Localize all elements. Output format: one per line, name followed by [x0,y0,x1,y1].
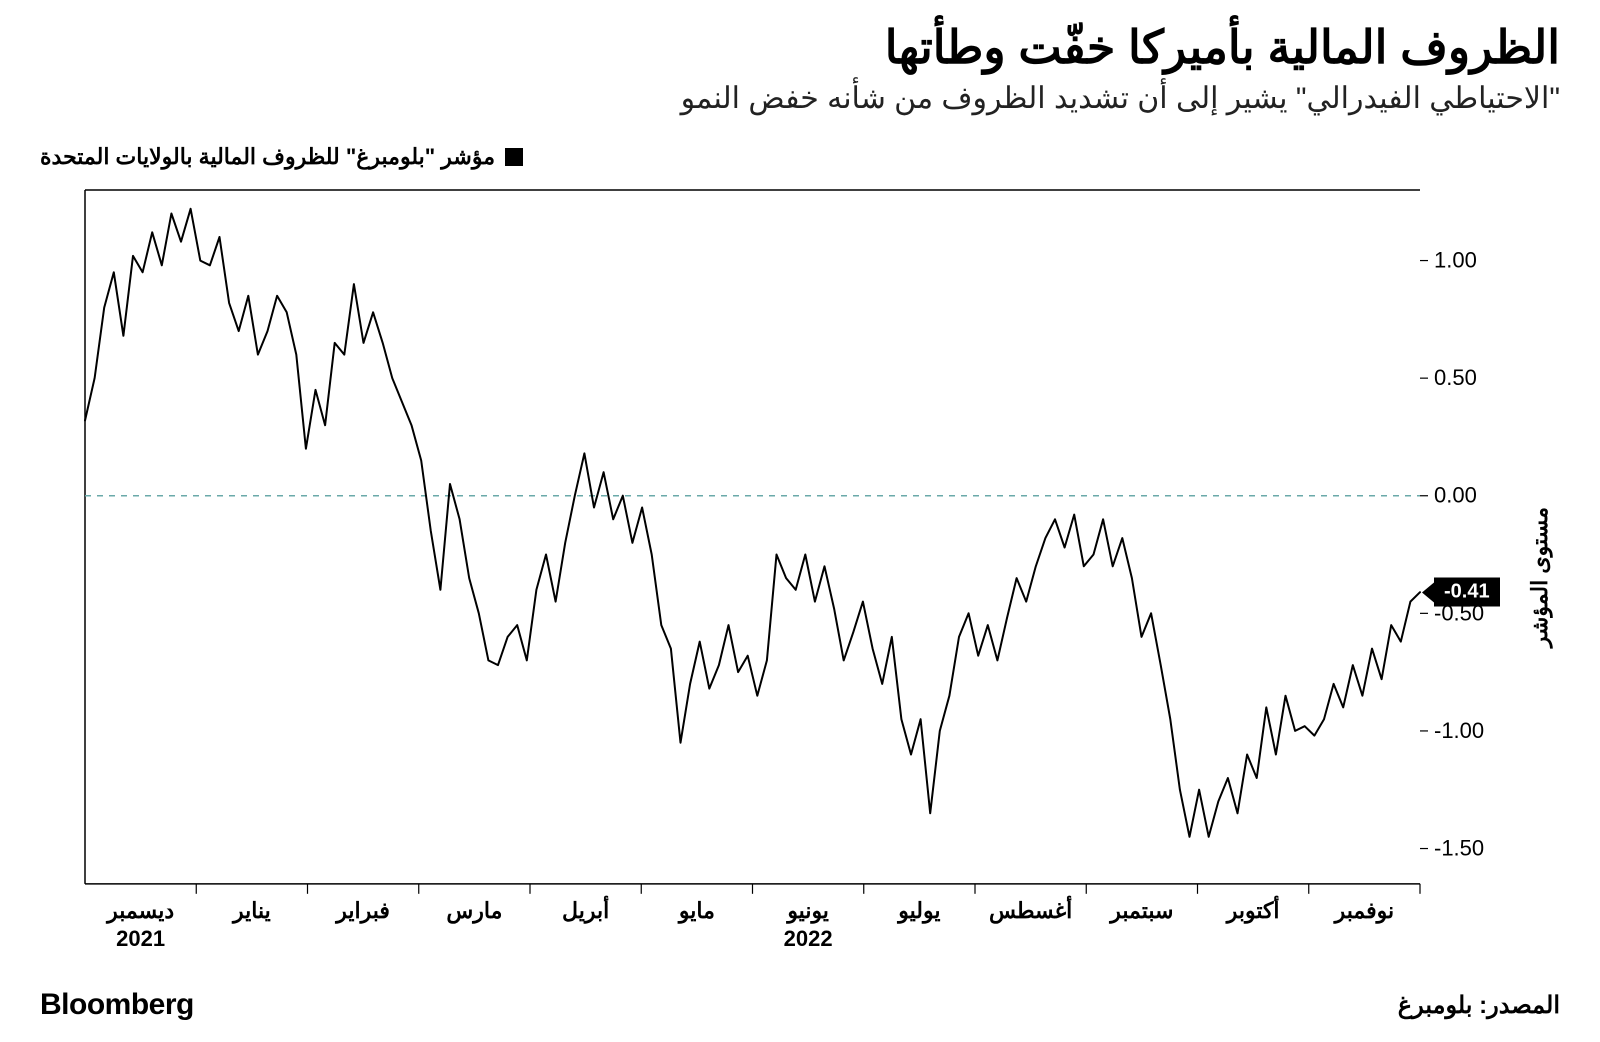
svg-text:-1.50: -1.50 [1434,836,1484,861]
svg-text:1.00: 1.00 [1434,248,1477,273]
svg-text:أبريل: أبريل [562,895,609,924]
legend-label: مؤشر "بلومبرغ" للظروف المالية بالولايات … [40,144,495,170]
yaxis-title-box: مستوى المؤشر [1520,180,1560,974]
svg-text:0.00: 0.00 [1434,483,1477,508]
brand-logo: Bloomberg [40,988,194,1022]
chart-title: الظروف المالية بأميركا خفّت وطأتها [40,20,1560,75]
svg-text:مارس: مارس [446,898,502,924]
svg-text:أغسطس: أغسطس [989,895,1072,924]
svg-text:ديسمبر: ديسمبر [105,898,174,924]
callout-value: -0.41 [1434,578,1500,607]
svg-text:2022: 2022 [784,926,833,951]
svg-text:يونيو: يونيو [785,898,829,924]
svg-text:أكتوبر: أكتوبر [1225,895,1280,924]
legend: مؤشر "بلومبرغ" للظروف المالية بالولايات … [40,144,1560,170]
svg-text:2021: 2021 [116,926,165,951]
svg-text:-1.00: -1.00 [1434,718,1484,743]
callout-arrow-icon [1422,582,1434,602]
svg-text:يوليو: يوليو [896,898,940,924]
svg-text:فبراير: فبراير [334,898,390,924]
legend-swatch [505,148,523,166]
svg-text:0.50: 0.50 [1434,365,1477,390]
svg-text:يناير: يناير [231,898,271,924]
chart-subtitle: "الاحتياطي الفيدرالي" يشير إلى أن تشديد … [40,81,1560,116]
chart-area: 1.000.500.00-0.50-1.00-1.50ديسمبر2021ينا… [40,180,1560,974]
svg-text:سبتمبر: سبتمبر [1108,898,1173,924]
svg-text:مايو: مايو [677,898,715,924]
line-chart-svg: 1.000.500.00-0.50-1.00-1.50ديسمبر2021ينا… [40,180,1560,974]
yaxis-title: مستوى المؤشر [1527,507,1553,647]
source-label: المصدر: بلومبرغ [1398,991,1560,1020]
svg-text:نوفمبر: نوفمبر [1333,898,1395,924]
value-callout: -0.41 [1422,578,1500,607]
